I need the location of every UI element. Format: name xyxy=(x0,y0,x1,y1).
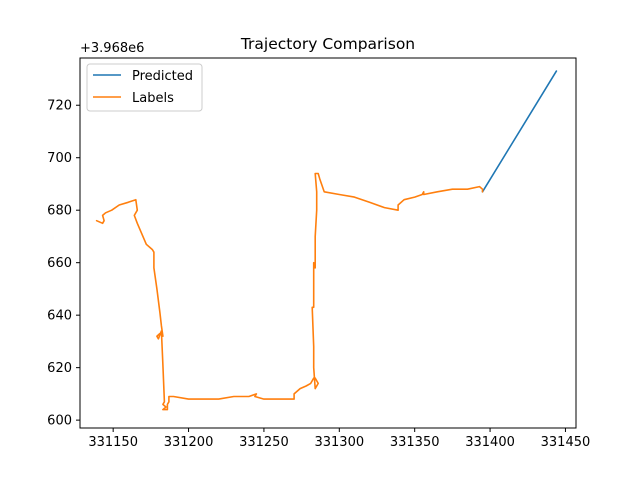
y-offset-label: +3.968e6 xyxy=(80,41,144,56)
x-tick-label: 331400 xyxy=(465,435,515,450)
y-tick-label: 640 xyxy=(47,309,72,324)
series-line-labels xyxy=(95,172,484,411)
axes-frame xyxy=(79,57,577,429)
legend: Predicted Labels xyxy=(86,63,203,112)
y-axis: 600 620 640 660 680 700 720 xyxy=(47,99,80,429)
legend-label-predicted: Predicted xyxy=(132,69,193,84)
y-tick-label: 660 xyxy=(47,256,72,271)
x-axis: 331150 331200 331250 331300 331350 331400 3314… xyxy=(88,428,590,450)
x-tick-label: 331300 xyxy=(314,435,364,450)
legend-label-labels: Labels xyxy=(132,91,174,106)
x-tick-label: 331150 xyxy=(88,435,138,450)
y-tick-label: 600 xyxy=(47,414,72,429)
y-tick-label: 720 xyxy=(47,99,72,114)
y-tick-label: 700 xyxy=(47,151,72,166)
series-line-predicted xyxy=(481,70,558,193)
x-tick-label: 331250 xyxy=(239,435,289,450)
y-tick-label: 680 xyxy=(47,204,72,219)
x-tick-label: 331450 xyxy=(541,435,591,450)
plot-area xyxy=(95,70,558,411)
chart-title: Trajectory Comparison xyxy=(240,35,415,53)
x-tick-label: 331200 xyxy=(164,435,214,450)
x-tick-label: 331350 xyxy=(390,435,440,450)
y-tick-label: 620 xyxy=(47,361,72,376)
